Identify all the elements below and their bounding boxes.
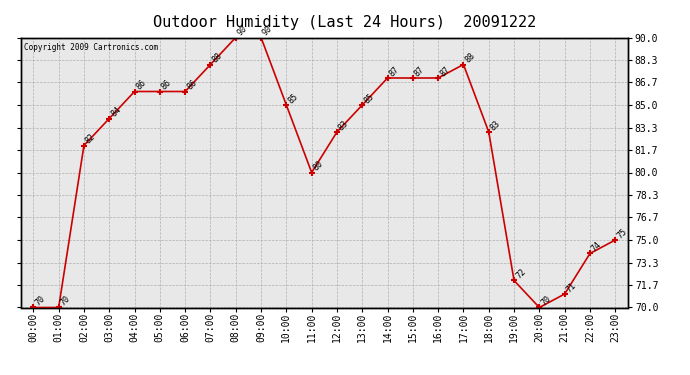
Text: 70: 70 <box>33 294 47 307</box>
Text: 90: 90 <box>261 24 275 38</box>
Text: 74: 74 <box>590 240 603 254</box>
Text: 84: 84 <box>109 105 123 118</box>
Text: 85: 85 <box>362 92 375 105</box>
Text: 86: 86 <box>160 78 173 92</box>
Text: Outdoor Humidity (Last 24 Hours)  20091222: Outdoor Humidity (Last 24 Hours) 2009122… <box>153 15 537 30</box>
Text: 88: 88 <box>464 51 477 64</box>
Text: 87: 87 <box>413 64 426 78</box>
Text: 87: 87 <box>388 64 401 78</box>
Text: 87: 87 <box>438 64 451 78</box>
Text: 90: 90 <box>236 24 249 38</box>
Text: 71: 71 <box>564 280 578 294</box>
Text: 70: 70 <box>59 294 72 307</box>
Text: 72: 72 <box>514 267 527 280</box>
Text: 80: 80 <box>312 159 325 172</box>
Text: 85: 85 <box>286 92 299 105</box>
Text: 86: 86 <box>185 78 199 92</box>
Text: 83: 83 <box>337 118 351 132</box>
Text: 88: 88 <box>210 51 224 64</box>
Text: 86: 86 <box>135 78 148 92</box>
Text: 75: 75 <box>615 226 629 240</box>
Text: 70: 70 <box>540 294 553 307</box>
Text: Copyright 2009 Cartronics.com: Copyright 2009 Cartronics.com <box>23 43 158 52</box>
Text: 82: 82 <box>84 132 97 146</box>
Text: 83: 83 <box>489 118 502 132</box>
